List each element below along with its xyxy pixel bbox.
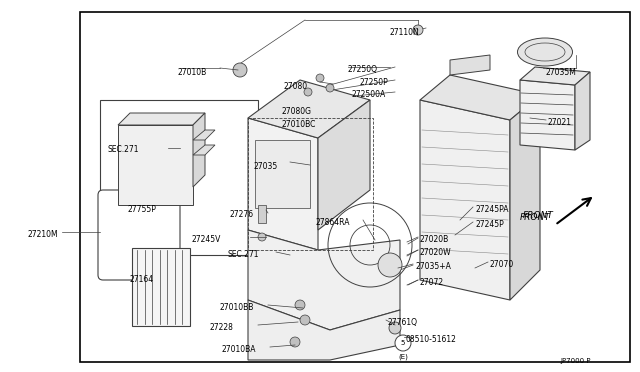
Text: 27035M: 27035M	[545, 68, 576, 77]
Circle shape	[378, 253, 402, 277]
Polygon shape	[118, 113, 205, 125]
Polygon shape	[420, 100, 510, 300]
Polygon shape	[248, 300, 400, 360]
Polygon shape	[248, 118, 318, 250]
Bar	[255, 140, 310, 208]
Text: 27228: 27228	[210, 323, 234, 332]
Text: 5: 5	[401, 340, 405, 346]
Circle shape	[413, 25, 423, 35]
Text: 27020B: 27020B	[420, 235, 449, 244]
Polygon shape	[575, 72, 590, 150]
Text: 27110N: 27110N	[390, 28, 420, 37]
Bar	[100, 100, 258, 255]
Text: 27010B: 27010B	[178, 68, 207, 77]
Text: FRONT: FRONT	[520, 214, 551, 222]
Text: (E): (E)	[398, 354, 408, 360]
Text: 27080: 27080	[283, 82, 307, 91]
Text: 27035: 27035	[253, 162, 277, 171]
FancyBboxPatch shape	[98, 190, 180, 280]
Ellipse shape	[518, 38, 573, 66]
Circle shape	[316, 74, 324, 82]
Circle shape	[290, 337, 300, 347]
Circle shape	[233, 63, 247, 77]
Text: 27010BC: 27010BC	[282, 120, 316, 129]
Bar	[80, 12, 630, 362]
Text: 27755P: 27755P	[128, 205, 157, 214]
Text: 27070: 27070	[490, 260, 515, 269]
Text: JP7000 P: JP7000 P	[560, 358, 591, 364]
Text: 27080G: 27080G	[282, 107, 312, 116]
Text: 27035+A: 27035+A	[415, 262, 451, 271]
Text: 08510-51612: 08510-51612	[406, 335, 457, 344]
Bar	[118, 125, 193, 205]
Circle shape	[258, 233, 266, 241]
Text: 27010BA: 27010BA	[222, 345, 257, 354]
Circle shape	[300, 315, 310, 325]
Polygon shape	[520, 67, 590, 85]
Text: 27250P: 27250P	[360, 78, 388, 87]
Text: 27020W: 27020W	[420, 248, 452, 257]
Text: 272500A: 272500A	[352, 90, 387, 99]
Text: SEC.271: SEC.271	[107, 145, 138, 154]
Text: 27761Q: 27761Q	[388, 318, 418, 327]
Polygon shape	[318, 100, 370, 230]
Text: 27864RA: 27864RA	[315, 218, 349, 227]
Polygon shape	[193, 130, 215, 140]
Bar	[248, 118, 373, 250]
Circle shape	[389, 322, 401, 334]
Text: 27210M: 27210M	[28, 230, 59, 239]
Polygon shape	[520, 80, 575, 150]
Polygon shape	[193, 145, 215, 155]
Circle shape	[295, 300, 305, 310]
Text: 27021: 27021	[548, 118, 572, 127]
Polygon shape	[510, 95, 540, 300]
Text: 27072: 27072	[420, 278, 444, 287]
Text: 27245V: 27245V	[192, 235, 221, 244]
Circle shape	[326, 84, 334, 92]
Polygon shape	[248, 80, 370, 138]
Circle shape	[304, 88, 312, 96]
Text: FRONT: FRONT	[523, 211, 554, 219]
Text: 27276: 27276	[230, 210, 254, 219]
Text: SEC.271: SEC.271	[228, 250, 259, 259]
Text: 27164: 27164	[130, 275, 154, 284]
Text: 27245PA: 27245PA	[475, 205, 509, 214]
Bar	[132, 248, 190, 326]
Polygon shape	[450, 55, 490, 75]
Polygon shape	[420, 75, 540, 120]
Circle shape	[395, 335, 411, 351]
Text: 27010BB: 27010BB	[220, 303, 254, 312]
Polygon shape	[248, 230, 400, 330]
Bar	[258, 205, 266, 223]
Text: 27250Q: 27250Q	[348, 65, 378, 74]
Polygon shape	[193, 113, 205, 187]
Text: 27245P: 27245P	[475, 220, 504, 229]
